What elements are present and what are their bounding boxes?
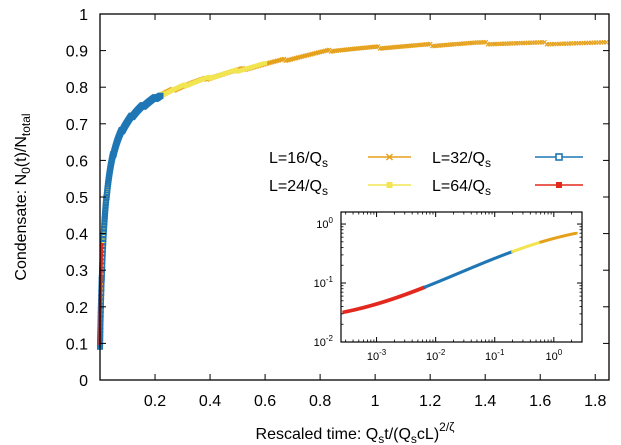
- inset-x-tick-label: 10-3: [367, 348, 387, 363]
- data-point: [99, 245, 104, 249]
- data-point: [99, 277, 103, 281]
- main-series-layer: [97, 39, 609, 350]
- data-point: [100, 229, 107, 236]
- inset-series-points: [539, 231, 578, 244]
- series-l24q-points: [98, 61, 268, 349]
- data-point: [99, 284, 103, 289]
- x-tick-label: 1.6: [529, 393, 551, 410]
- data-point: [99, 267, 103, 271]
- data-point: [574, 231, 578, 235]
- main-axis-ticks: 0 0.1 0.2 0.3 0.4 0.5 0.6 0.7 0.8 0.9 1 0.2 0.4 0.6 0.…: [66, 7, 609, 410]
- y-tick-label: 0.4: [66, 227, 88, 244]
- data-point: [99, 247, 104, 252]
- inset-y-tick-label: 10-1: [314, 275, 334, 290]
- data-point: [99, 255, 103, 259]
- data-point: [99, 257, 103, 262]
- x-axis-label: Rescaled time: Qst/(QscL)2/ζ: [256, 420, 456, 445]
- x-tick-label: 0.2: [144, 393, 166, 410]
- data-point: [99, 262, 103, 266]
- inset-x-tick-label: 100: [545, 348, 562, 363]
- legend-label: L=64/Qs: [432, 178, 491, 198]
- inset-x-tick-label: 10-1: [485, 348, 505, 363]
- y-tick-label: 0: [79, 373, 88, 390]
- legend-marker: [385, 153, 394, 161]
- legend: L=16/Qs L=32/Qs L=24/Qs L=64/Qs: [269, 150, 583, 198]
- inset-x-tick-label: 10-2: [426, 348, 446, 363]
- y-tick-label: 0.3: [66, 263, 88, 280]
- data-point: [100, 239, 107, 246]
- y-tick-label: 0.9: [66, 44, 88, 61]
- data-point: [101, 225, 108, 232]
- data-point: [100, 235, 107, 242]
- inset-plot-frame: [340, 211, 583, 343]
- y-tick-label: 0.5: [66, 190, 88, 207]
- y-axis-label: Condensate: N0(t)/Ntotal: [13, 113, 33, 280]
- data-point: [99, 280, 103, 284]
- y-tick-label: 0.2: [66, 300, 88, 317]
- inset-series-layer: [342, 231, 578, 314]
- inset-y-tick-label: 100: [316, 216, 333, 231]
- legend-marker: [556, 182, 562, 188]
- data-point: [101, 222, 108, 229]
- x-tick-label: 0.6: [254, 393, 276, 410]
- legend-label: L=24/Qs: [269, 178, 328, 198]
- data-point: [99, 275, 103, 279]
- x-tick-label: 1.8: [584, 393, 606, 410]
- inset-background: [341, 212, 582, 342]
- y-tick-label: 0.1: [66, 336, 88, 353]
- x-tick-label: 0.8: [309, 393, 331, 410]
- inset-axis-ticks: 10-2 10-1 100 10-3 10-2 10-1 100: [314, 212, 583, 363]
- x-tick-label: 1.4: [474, 393, 496, 410]
- series-l32q-points: [97, 92, 164, 350]
- legend-marker: [555, 153, 563, 161]
- legend-label: L=32/Qs: [432, 150, 491, 170]
- data-point: [263, 61, 268, 66]
- data-point: [99, 252, 103, 257]
- y-tick-label: 1: [79, 7, 88, 24]
- x-tick-label: 0.4: [199, 393, 221, 410]
- y-tick-label: 0.7: [66, 117, 88, 134]
- x-tick-label: 1: [371, 393, 380, 410]
- data-point: [603, 39, 609, 45]
- inset-series-points: [511, 240, 543, 253]
- x-tick-label: 1.2: [419, 393, 441, 410]
- legend-marker: [386, 182, 393, 188]
- data-point: [99, 270, 103, 274]
- data-point: [99, 272, 103, 276]
- inset-series-points: [342, 285, 427, 314]
- data-point: [99, 250, 104, 254]
- legend-label: L=16/Qs: [269, 150, 328, 170]
- inset-y-tick-label: 10-2: [314, 334, 334, 349]
- y-tick-label: 0.6: [66, 153, 88, 170]
- data-point: [99, 282, 103, 286]
- data-point: [157, 92, 164, 99]
- data-point: [101, 219, 108, 226]
- y-tick-label: 0.8: [66, 80, 88, 97]
- data-point: [99, 265, 103, 269]
- data-point: [100, 242, 104, 247]
- data-point: [99, 260, 103, 264]
